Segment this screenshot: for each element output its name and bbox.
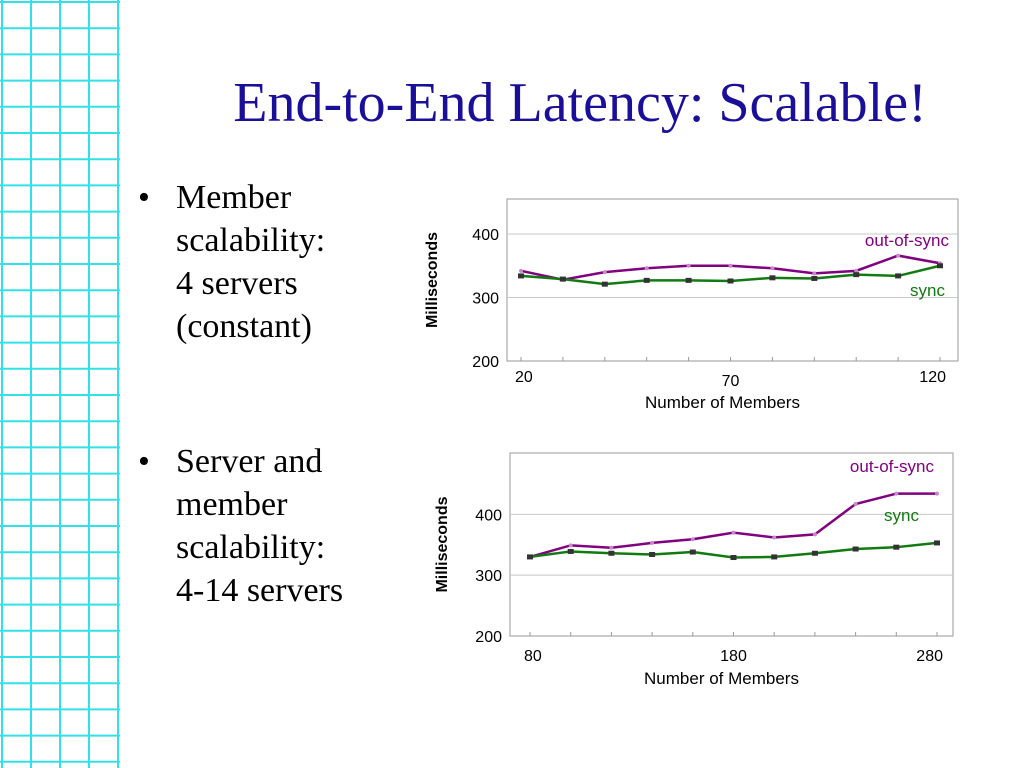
slide-title: End-to-End Latency: Scalable! [233,72,927,134]
bullet-marker: • [138,443,150,480]
bullet-line: Server and [176,443,323,480]
data-point-out-of-sync [896,253,901,258]
data-point-sync [689,549,696,555]
decorative-grid-strip [0,0,120,768]
data-point-out-of-sync [568,543,573,548]
bullet-line: scalability: [176,222,326,259]
bullet-line: member [176,486,288,523]
data-point-sync [730,555,737,561]
data-point-out-of-sync [854,268,859,273]
data-point-out-of-sync [731,530,736,535]
data-point-sync [937,263,943,269]
data-point-out-of-sync [812,271,817,276]
y-tick-label: 200 [475,629,502,646]
y-tick-label: 300 [475,568,502,585]
y-tick-label: 400 [475,507,502,524]
data-point-out-of-sync [602,270,607,275]
y-tick-label: 400 [472,227,499,244]
latency-chart-member-scalability: 200 300 400 20 70 120 Number of Members Millise… [415,195,975,420]
x-tick-label: 70 [722,373,740,390]
data-point-out-of-sync [650,540,655,545]
data-point-out-of-sync [519,268,523,273]
data-point-sync [601,281,608,287]
series-label-out-of-sync: out-of-sync [865,231,950,250]
data-point-sync [608,550,615,556]
data-point-out-of-sync [772,535,777,540]
data-point-sync [852,546,859,552]
data-point-sync [559,276,566,282]
data-point-out-of-sync [609,545,614,550]
data-point-sync [769,275,776,281]
data-point-sync [685,277,692,283]
data-point-sync [853,272,860,278]
bullet-marker: • [138,179,150,216]
x-tick-label: 180 [720,648,747,665]
data-point-sync [893,544,900,550]
data-point-out-of-sync [935,491,939,496]
data-point-sync [649,551,656,557]
data-point-sync [567,548,574,554]
data-point-sync [771,554,778,560]
x-tick-label: 120 [919,369,946,386]
bullet-server-member-scalability: • Server and member scalability: 4-14 se… [138,440,398,612]
data-point-sync [934,540,940,546]
x-axis-title: Number of Members [644,669,799,688]
data-point-out-of-sync [728,263,733,268]
x-axis-title: Number of Members [645,393,800,412]
bullet-line: 4-14 servers [176,572,344,609]
bullet-line: 4 servers [176,265,298,302]
data-point-out-of-sync [812,532,817,537]
series-label-sync: sync [884,506,919,525]
bullet-member-scalability: • Member scalability: 4 servers (constan… [138,176,398,348]
data-point-out-of-sync [690,537,695,542]
data-point-sync [811,275,818,281]
x-tick-label: 280 [916,648,943,665]
data-point-sync [895,273,902,279]
data-point-sync [727,278,734,284]
data-point-out-of-sync [686,263,691,268]
data-point-out-of-sync [770,266,775,271]
data-point-sync [811,550,818,556]
x-tick-label: 80 [524,648,542,665]
bullet-line: (constant) [176,308,312,345]
series-label-sync: sync [910,281,945,300]
y-tick-label: 200 [472,354,499,371]
latency-chart-server-member-scalability: 200 300 400 80 180 280 Number of Members Millis… [425,445,970,695]
bullet-line: scalability: [176,529,326,566]
data-point-sync [643,277,650,283]
y-axis-title: Milliseconds [434,496,451,592]
series-label-out-of-sync: out-of-sync [850,457,935,476]
bullet-line: Member [176,179,292,216]
data-point-out-of-sync [894,491,899,496]
chart-svg: 200 300 400 80 180 280 Number of Members Millis… [434,452,954,688]
plot-area [509,452,954,637]
data-point-sync [518,273,524,279]
y-tick-label: 300 [472,291,499,308]
data-point-sync [527,554,533,560]
data-point-out-of-sync [853,501,858,506]
data-point-out-of-sync [644,266,649,271]
y-axis-title: Milliseconds [424,232,441,328]
chart-svg: 200 300 400 20 70 120 Number of Members Millise… [424,198,959,412]
x-tick-label: 20 [515,369,533,386]
